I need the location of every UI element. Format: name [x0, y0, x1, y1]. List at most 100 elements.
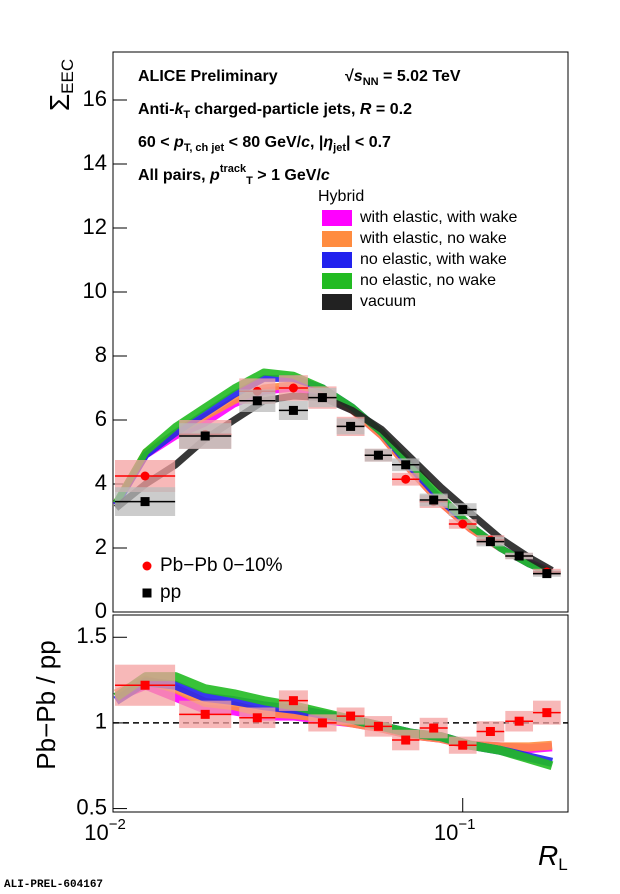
legend-label: pp — [160, 582, 181, 603]
text-part: c — [321, 167, 330, 184]
data-point — [288, 405, 298, 415]
text-part: R — [360, 101, 372, 118]
legend-label: with elastic, no wake — [359, 230, 507, 247]
legend-marker — [142, 561, 152, 571]
y-tick-label: 6 — [95, 406, 107, 431]
data-point — [542, 708, 552, 718]
plot-frame — [112, 51, 569, 613]
data-point — [401, 460, 411, 470]
text-part: charged-particle jets, — [190, 101, 360, 118]
model-band — [113, 392, 554, 574]
plot-frame — [112, 614, 569, 813]
legend-swatch — [322, 252, 352, 268]
text-part: s — [354, 68, 363, 85]
text-part: , | — [310, 134, 323, 151]
data-point — [514, 551, 524, 561]
label-part: L — [558, 855, 567, 874]
data-point — [458, 519, 468, 529]
y-tick-label: 0.5 — [76, 794, 107, 819]
data-point — [458, 740, 468, 750]
legend-label: no elastic, no wake — [360, 272, 496, 289]
data-point — [514, 716, 524, 726]
text-part: > 1 GeV/ — [253, 167, 322, 184]
legend-label: no elastic, with wake — [360, 251, 507, 268]
text-part: p — [209, 167, 220, 184]
text-part: Anti- — [138, 101, 174, 118]
data-point — [140, 680, 150, 690]
text-part: jet — [332, 142, 346, 154]
data-point — [346, 421, 356, 431]
annotation: ALICE Preliminary — [138, 68, 278, 85]
tick-base: 10 — [434, 820, 458, 845]
data-point — [140, 497, 150, 507]
data-point — [485, 537, 495, 547]
legend-swatch — [322, 231, 352, 247]
data-point — [288, 383, 298, 393]
y-tick-label: 4 — [95, 470, 107, 495]
legend-label: with elastic, with wake — [359, 209, 517, 226]
annotation: √sNN = 5.02 TeV — [345, 68, 461, 88]
data-point — [200, 709, 210, 719]
text-part: track — [220, 163, 247, 175]
y-axis-label: Pb−Pb / pp — [31, 640, 61, 769]
y-tick-label: 12 — [83, 214, 107, 239]
x-tick-label: 10−2 — [84, 816, 126, 845]
data-point — [140, 471, 150, 481]
text-part: p — [173, 134, 184, 151]
legend-label: vacuum — [360, 293, 416, 310]
annotation: 60 < pT, ch jet < 80 GeV/c, |ηjet| < 0.7 — [138, 134, 391, 154]
tick-exponent: −1 — [458, 816, 475, 833]
text-part: 60 < — [138, 134, 174, 151]
text-part: √ — [345, 68, 354, 85]
y-tick-label: 2 — [95, 534, 107, 559]
tick-exponent: −2 — [109, 816, 126, 833]
data-point — [429, 495, 439, 505]
tick-base: 10 — [84, 820, 108, 845]
annotation: All pairs, ptrackT > 1 GeV/c — [138, 163, 330, 187]
text-part: = 0.2 — [371, 101, 412, 118]
y-axis-label: ΣEEC — [44, 59, 77, 111]
data-point — [485, 726, 495, 736]
legend-swatch — [322, 210, 352, 226]
y-tick-label: 14 — [83, 150, 107, 175]
y-tick-label: 1 — [95, 709, 107, 734]
data-point — [317, 393, 327, 403]
data-point — [317, 718, 327, 728]
y-tick-label: 16 — [83, 86, 107, 111]
label-part: EEC — [58, 59, 77, 94]
data-point — [542, 569, 552, 579]
legend-swatch — [322, 294, 352, 310]
label-part: R — [538, 840, 558, 871]
text-part: T, ch jet — [184, 142, 225, 154]
data-point — [200, 431, 210, 441]
data-point — [252, 396, 262, 406]
y-tick-label: 0 — [95, 598, 107, 623]
text-part: NN — [363, 76, 379, 88]
data-point — [401, 735, 411, 745]
legend-label: Pb−Pb 0−10% — [160, 555, 283, 576]
legend-title: Hybrid — [318, 188, 364, 205]
data-point — [288, 696, 298, 706]
y-tick-label: 8 — [95, 342, 107, 367]
data-point — [373, 450, 383, 460]
x-axis-label: RL — [538, 840, 568, 874]
text-part: = 5.02 TeV — [379, 68, 461, 85]
footer: ALI-PREL-604167 — [4, 879, 103, 891]
text-part: T — [246, 175, 253, 187]
data-point — [401, 474, 411, 484]
text-part: ALICE Preliminary — [138, 68, 278, 85]
text-part: < 80 GeV/ — [224, 134, 301, 151]
label-part: Σ — [44, 94, 75, 111]
data-point — [346, 711, 356, 721]
text-part: η — [323, 134, 333, 151]
text-part: T — [183, 109, 190, 121]
annotation: Anti-kT charged-particle jets, R = 0.2 — [138, 101, 412, 121]
legend-marker — [142, 588, 152, 598]
y-tick-label: 10 — [83, 278, 107, 303]
data-point — [458, 505, 468, 515]
data-point — [373, 721, 383, 731]
text-part: c — [301, 134, 310, 151]
data-point — [429, 723, 439, 733]
x-tick-label: 10−1 — [434, 816, 476, 845]
